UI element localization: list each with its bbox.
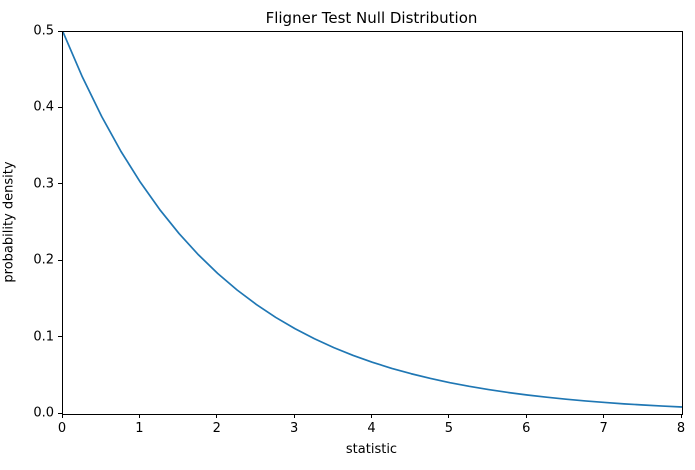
x-tick-mark bbox=[293, 414, 295, 418]
x-tick-label: 6 bbox=[522, 421, 531, 436]
x-tick-label: 8 bbox=[676, 421, 686, 436]
y-tick-label: 0.2 bbox=[33, 252, 54, 268]
y-tick-mark bbox=[58, 336, 62, 338]
y-tick-label: 0.1 bbox=[33, 329, 54, 345]
x-tick-label: 3 bbox=[289, 421, 299, 436]
y-tick-label: 0.3 bbox=[33, 176, 54, 192]
x-tick-label: 5 bbox=[444, 421, 454, 436]
x-tick-mark bbox=[603, 414, 605, 418]
x-tick-mark bbox=[61, 414, 63, 418]
y-tick-label: 0.0 bbox=[33, 405, 54, 421]
y-tick-mark bbox=[58, 412, 62, 414]
y-tick-mark bbox=[58, 30, 62, 32]
chart-title: Fligner Test Null Distribution bbox=[265, 9, 478, 27]
y-tick-label: 0.5 bbox=[33, 23, 54, 39]
y-tick-mark bbox=[58, 106, 62, 108]
x-tick-label: 7 bbox=[599, 421, 608, 436]
x-tick-mark bbox=[371, 414, 372, 418]
x-tick-label: 0 bbox=[57, 421, 67, 436]
x-axis-label: statistic bbox=[345, 442, 398, 457]
y-tick-mark bbox=[58, 259, 62, 261]
x-tick-label: 2 bbox=[212, 421, 221, 436]
x-tick-label: 1 bbox=[135, 421, 144, 436]
x-tick-mark bbox=[525, 414, 527, 418]
density-curve-line bbox=[63, 32, 682, 408]
plot-area bbox=[62, 31, 683, 415]
x-tick-mark bbox=[216, 414, 218, 418]
x-tick-mark bbox=[138, 414, 140, 418]
y-tick-label: 0.4 bbox=[33, 99, 54, 115]
y-tick-mark bbox=[58, 183, 62, 185]
x-tick-mark bbox=[680, 414, 682, 418]
x-tick-label: 4 bbox=[367, 421, 376, 436]
y-axis-label: probability density bbox=[1, 161, 17, 283]
x-tick-mark bbox=[448, 414, 450, 418]
density-curve bbox=[63, 32, 682, 408]
